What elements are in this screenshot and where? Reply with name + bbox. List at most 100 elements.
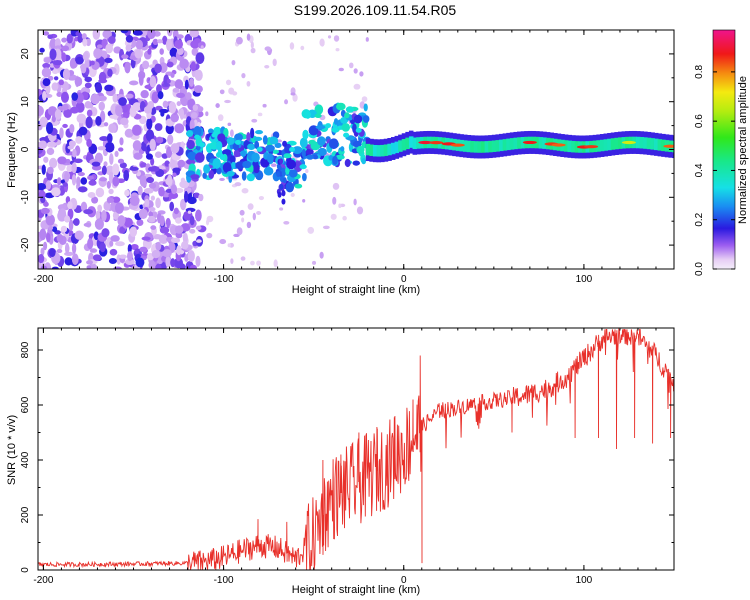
- spectrogram-echo-cell: [305, 148, 314, 155]
- spectrogram-noise-cell: [176, 47, 184, 56]
- spectrogram-noise-cell: [154, 151, 162, 159]
- spectrogram-ridge-cell: [538, 137, 544, 149]
- spectrogram-faint-cell: [246, 221, 252, 229]
- spectrogram-noise-cell: [145, 153, 153, 160]
- spectrogram-faint-cell: [241, 188, 249, 194]
- spectrogram-echo-cell: [190, 174, 200, 180]
- spectrogram-noise-cell: [176, 245, 182, 256]
- spectrogram-noise-cell: [89, 248, 98, 253]
- spectrogram-echo-peak: [289, 147, 296, 152]
- spectrogram-ridge-cell: [365, 143, 371, 156]
- spectrogram-noise-cell: [70, 106, 79, 114]
- spectrogram-noise-cell: [101, 228, 110, 238]
- spectrogram-noise-cell: [45, 214, 55, 226]
- spectrogram-echo-cell: [276, 163, 281, 170]
- spectrogram-faint-cell: [215, 103, 220, 108]
- spectrogram-noise-cell: [137, 185, 143, 196]
- spectrogram-echo-cell: [302, 172, 307, 182]
- spectrogram-noise-cell: [195, 225, 202, 231]
- spectrogram-ridge-peak: [450, 143, 465, 147]
- spectrogram-echo-cell: [281, 190, 286, 197]
- spectrogram-noise-cell: [107, 68, 113, 77]
- spectrogram-faint-cell: [333, 35, 340, 42]
- spectrogram-ytick-label: -20: [20, 237, 31, 252]
- spectrogram-echo-cell: [194, 134, 200, 140]
- spectrogram-echo-cell: [282, 140, 288, 147]
- spectrogram-faint-cell: [330, 213, 337, 220]
- spectrogram-echo-peak: [355, 127, 362, 133]
- spectrogram-noise-cell: [86, 138, 93, 148]
- spectrogram-noise-cell: [47, 34, 54, 40]
- spectrogram-noise-cell: [76, 113, 87, 124]
- spectrogram-faint-cell: [206, 215, 214, 223]
- spectrogram-ridge-cell: [416, 137, 421, 149]
- spectrogram-faint-cell: [205, 111, 209, 117]
- spectrogram-echo-cell: [302, 129, 309, 140]
- spectrogram-noise-cell: [105, 141, 115, 153]
- spectrogram-noise-cell: [57, 156, 67, 165]
- spectrogram-noise-cell: [165, 177, 173, 186]
- spectrogram-noise-cell: [104, 57, 113, 63]
- spectrogram-noise-cell: [120, 30, 129, 34]
- spectrogram-noise-cell: [108, 123, 117, 134]
- spectrogram-noise-cell: [106, 180, 111, 189]
- spectrogram-noise-cell: [45, 122, 54, 134]
- spectrogram-noise-cell: [170, 143, 180, 154]
- spectrogram-noise-cell: [166, 78, 171, 84]
- spectrogram-noise-cell: [82, 38, 88, 47]
- spectrogram-noise-cell: [73, 158, 83, 164]
- spectrogram-echo-cell: [301, 148, 306, 159]
- colorbar-tick-label: 0.2: [694, 212, 705, 226]
- spectrogram-ridge-cell: [661, 139, 666, 152]
- spectrogram-noise-cell: [91, 161, 101, 167]
- spectrogram-noise-cell: [64, 171, 70, 183]
- spectrogram-echo-peak: [325, 123, 332, 129]
- spectrogram-faint-cell: [284, 99, 289, 105]
- spectrogram-faint-cell: [332, 182, 340, 190]
- spectrogram-noise-cell: [159, 226, 170, 234]
- spectrogram-faint-cell: [230, 258, 234, 265]
- spectrogram-noise-cell: [64, 215, 71, 223]
- spectrogram-noise-cell: [61, 45, 70, 52]
- spectrogram-noise-cell: [83, 222, 92, 227]
- spectrogram-echo-peak: [332, 127, 339, 133]
- spectrogram-noise-cell: [149, 76, 157, 88]
- spectrogram-echo-peak: [198, 142, 205, 148]
- spectrogram-noise-cell: [81, 33, 87, 40]
- spectrogram-faint-cell: [264, 65, 270, 69]
- spectrogram-noise-cell: [119, 162, 127, 169]
- spectrogram-ridge-cell: [635, 136, 641, 149]
- spectrogram-noise-cell: [40, 247, 45, 256]
- spectrogram-noise-cell: [76, 176, 81, 187]
- spectrogram-faint-cell: [231, 60, 236, 66]
- spectrogram-noise-cell: [151, 91, 159, 104]
- spectrogram-noise-cell: [179, 58, 189, 69]
- spectrogram-faint-cell: [353, 83, 361, 90]
- spectrogram-noise-cell: [38, 253, 45, 264]
- spectrogram-noise-cell: [132, 124, 142, 136]
- spectrogram-noise-cell: [99, 136, 109, 142]
- spectrogram-noise-cell: [139, 246, 148, 253]
- spectrogram-echo-peak: [343, 132, 350, 138]
- spectrogram-echo-cell: [292, 146, 303, 155]
- spectrogram-faint-cell: [247, 203, 254, 210]
- spectrogram-noise-cell: [144, 198, 150, 207]
- spectrogram-faint-cell: [290, 92, 296, 96]
- spectrogram-noise-cell: [165, 255, 171, 268]
- spectrogram-noise-cell: [185, 207, 196, 213]
- spectrogram-noise-cell: [104, 84, 114, 92]
- snr-plot-area: [38, 328, 674, 570]
- spectrogram-faint-cell: [353, 198, 357, 206]
- spectrogram-faint-cell: [342, 215, 347, 221]
- spectrogram-noise-cell: [99, 242, 106, 253]
- spectrogram-faint-cell: [335, 48, 340, 52]
- spectrogram-noise-cell: [155, 136, 164, 144]
- spectrogram-noise-cell: [103, 201, 111, 211]
- spectrogram-noise-cell: [127, 243, 132, 254]
- spectrogram-noise-cell: [157, 91, 164, 100]
- spectrogram-faint-cell: [206, 232, 213, 239]
- snr-ytick-label: 400: [20, 451, 31, 468]
- spectrogram-echo-cell: [231, 161, 236, 169]
- spectrogram-noise-cell: [129, 195, 140, 206]
